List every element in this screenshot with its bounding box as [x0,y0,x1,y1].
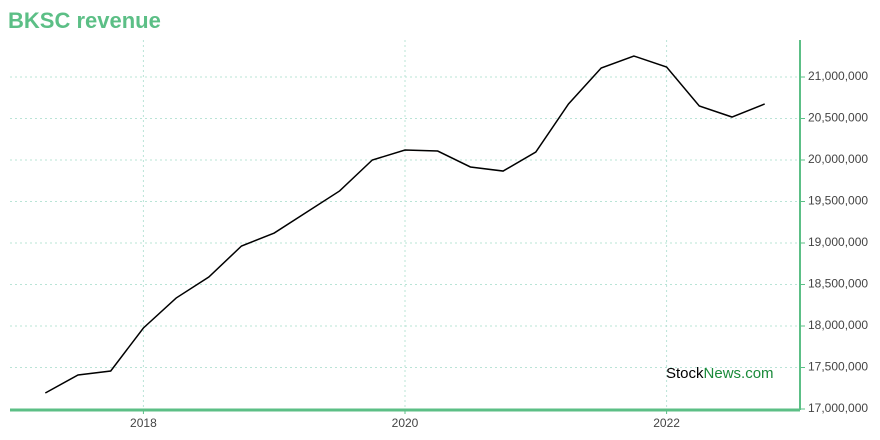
watermark-part: News.com [704,365,774,382]
y-tick-label: 18,000,000 [808,318,868,332]
y-tick-label: 20,500,000 [808,111,868,125]
y-tick-label: 17,000,000 [808,401,868,415]
x-tick-label: 2018 [130,416,157,430]
x-tick-label: 2020 [392,416,419,430]
watermark: StockNews.com [666,365,774,382]
y-tick-label: 20,000,000 [808,152,868,166]
watermark-part: Stock [666,365,704,382]
line-series [44,55,765,394]
chart-title: BKSC revenue [8,8,161,33]
y-tick-label: 21,000,000 [808,69,868,83]
y-tick-label: 17,500,000 [808,360,868,374]
y-tick-label: 19,500,000 [808,194,868,208]
y-tick-label: 19,000,000 [808,235,868,249]
x-tick-label: 2022 [653,416,680,430]
y-tick-label: 18,500,000 [808,277,868,291]
